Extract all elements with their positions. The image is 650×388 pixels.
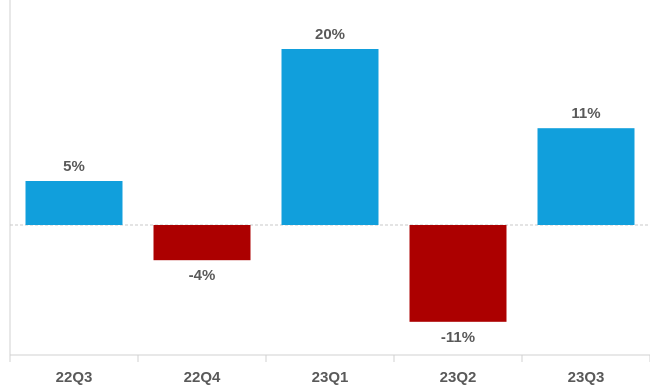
x-tick-label-22q3: 22Q3	[56, 369, 93, 386]
bar-22q4	[153, 225, 251, 261]
x-axis-ticks	[9, 355, 650, 362]
x-tick-label-23q1: 23Q1	[312, 369, 349, 386]
x-tick-label-23q3: 23Q3	[568, 369, 605, 386]
value-labels: 5% -4% 20% -11% 11%	[63, 26, 600, 346]
bar-23q3	[537, 128, 635, 225]
bar-22q3	[25, 181, 123, 225]
category-labels: 22Q3 22Q4 23Q1 23Q2 23Q3	[56, 369, 605, 386]
bar-23q1	[281, 49, 379, 225]
value-label-23q3: 11%	[571, 105, 600, 122]
value-label-22q4: -4%	[189, 267, 216, 284]
value-label-22q3: 5%	[63, 158, 85, 175]
x-tick-label-23q2: 23Q2	[440, 369, 477, 386]
value-label-23q1: 20%	[315, 26, 345, 43]
bars	[25, 49, 635, 322]
bar-23q2	[409, 225, 507, 322]
value-label-23q2: -11%	[441, 329, 475, 346]
x-tick-label-22q4: 22Q4	[184, 369, 221, 386]
